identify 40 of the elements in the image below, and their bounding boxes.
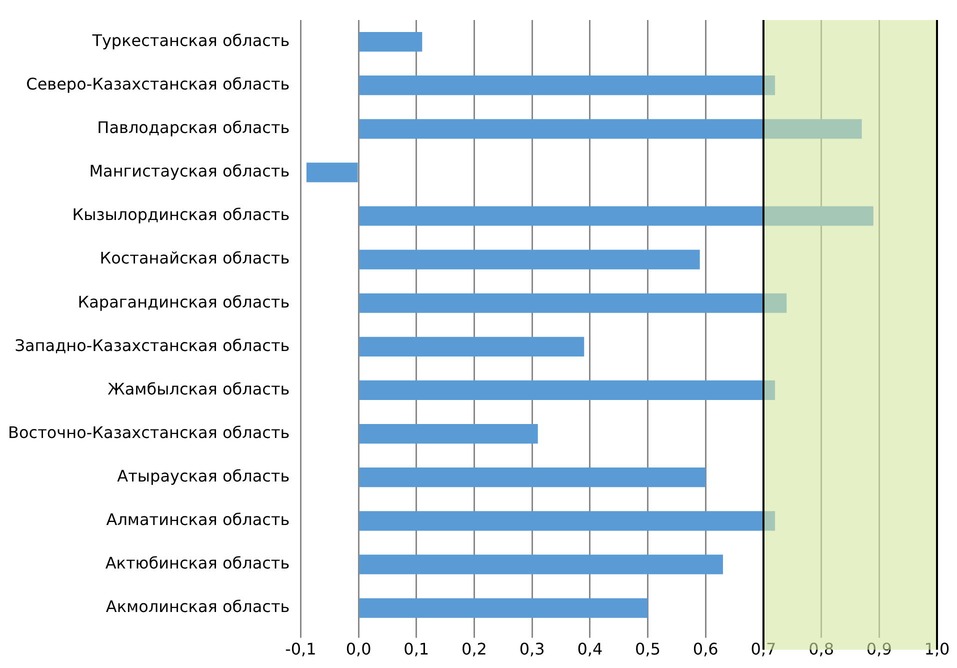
x-tick-label: 0,9 — [866, 640, 892, 659]
y-tick-label: Алматинская область — [106, 510, 290, 530]
y-tick-label: Туркестанская область — [91, 30, 290, 50]
y-tick-label: Атырауская область — [117, 466, 290, 486]
x-tick-label: 0,2 — [462, 640, 487, 659]
bar — [359, 206, 874, 226]
y-tick-label: Костанайская область — [100, 248, 290, 268]
x-tick-label: 0,8 — [808, 640, 834, 659]
x-tick-label: 0,3 — [519, 640, 545, 659]
y-tick-label: Акмолинская область — [106, 597, 290, 616]
y-tick-label: Павлодарская область — [97, 118, 290, 138]
x-tick-label: 0,1 — [404, 640, 430, 659]
bar — [359, 380, 776, 400]
x-tick-label: 1,0 — [924, 640, 950, 659]
bar — [359, 32, 422, 52]
bar — [359, 511, 776, 531]
bar — [359, 336, 584, 356]
y-tick-label: Актюбинская область — [105, 554, 290, 573]
x-tick-label: 0,7 — [750, 640, 776, 659]
bar — [359, 293, 787, 313]
bar — [306, 162, 358, 182]
bar — [359, 598, 648, 618]
y-tick-label: Мангистауская область — [89, 162, 290, 181]
y-tick-label: Северо-Казахстанская область — [26, 74, 290, 94]
y-tick-label: Западно-Казахстанская область — [14, 336, 290, 355]
bar — [359, 250, 700, 270]
y-tick-label: Восточно-Казахстанская область — [8, 422, 290, 442]
bar — [359, 76, 776, 96]
x-tick-label: 0,4 — [577, 640, 603, 659]
y-tick-label: Карагандинская область — [78, 292, 290, 312]
x-tick-label: 0,6 — [692, 640, 718, 659]
x-tick-label: -0,1 — [285, 640, 316, 659]
x-tick-label: 0,5 — [635, 640, 660, 659]
y-tick-label: Кызылординская область — [72, 205, 290, 224]
y-tick-label: Жамбылская область — [108, 379, 290, 398]
bar — [359, 119, 862, 139]
x-tick-label: 0,0 — [346, 640, 372, 659]
bar — [359, 424, 538, 444]
bar — [359, 468, 706, 488]
bar — [359, 554, 723, 574]
